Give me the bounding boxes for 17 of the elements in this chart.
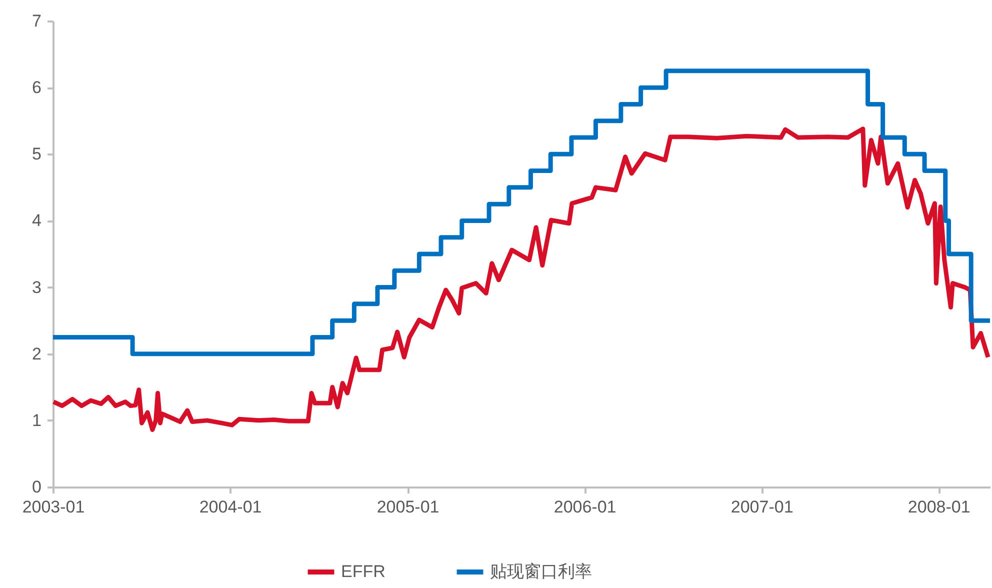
x-tick-label: 2003-01 bbox=[22, 498, 85, 516]
line-series bbox=[51, 126, 990, 432]
y-tick-label: 2 bbox=[32, 344, 42, 364]
legend-label: EFFR bbox=[341, 562, 386, 581]
y-tick-label: 6 bbox=[32, 78, 42, 98]
x-tick-label: 2007-01 bbox=[730, 498, 794, 516]
x-tick-label: 2005-01 bbox=[376, 498, 440, 516]
x-tick-label: 2006-01 bbox=[554, 498, 616, 516]
y-tick-label: 4 bbox=[32, 211, 42, 230]
y-tick-label: 7 bbox=[32, 12, 42, 30]
y-tick-label: 3 bbox=[32, 278, 42, 297]
y-tick-label: 0 bbox=[32, 478, 42, 496]
x-tick-label: 2008-01 bbox=[908, 498, 970, 516]
legend-label: 贴现窗口利率 bbox=[490, 562, 592, 581]
y-tick-label: 1 bbox=[32, 410, 42, 430]
y-tick-label: 5 bbox=[32, 144, 42, 164]
x-tick-label: 2004-01 bbox=[199, 498, 262, 516]
